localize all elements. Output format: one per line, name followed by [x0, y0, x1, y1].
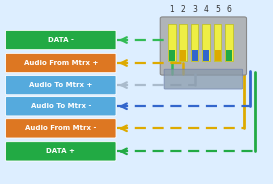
FancyBboxPatch shape [160, 17, 247, 75]
Text: DATA +: DATA + [46, 148, 75, 154]
Bar [168, 24, 176, 61]
Text: Audio From Mtrx +: Audio From Mtrx + [23, 60, 98, 66]
Bar [225, 24, 233, 61]
Text: 3: 3 [192, 5, 197, 14]
FancyBboxPatch shape [164, 69, 243, 89]
Bar [215, 50, 221, 61]
Bar [169, 50, 175, 61]
Bar [191, 24, 198, 61]
FancyBboxPatch shape [5, 30, 116, 50]
Text: 6: 6 [227, 5, 232, 14]
Text: Audio To Mtrx -: Audio To Mtrx - [31, 103, 91, 109]
Bar [192, 50, 198, 61]
Text: 5: 5 [215, 5, 220, 14]
Text: 2: 2 [181, 5, 186, 14]
FancyBboxPatch shape [5, 75, 116, 95]
Text: Audio From Mtrx -: Audio From Mtrx - [25, 125, 96, 131]
Bar [226, 50, 232, 61]
FancyBboxPatch shape [5, 142, 116, 161]
Text: 4: 4 [204, 5, 209, 14]
Bar [203, 50, 209, 61]
FancyBboxPatch shape [5, 119, 116, 138]
Text: 1: 1 [169, 5, 174, 14]
FancyBboxPatch shape [5, 97, 116, 116]
Bar [202, 24, 210, 61]
Bar [214, 24, 221, 61]
Bar [179, 24, 187, 61]
FancyBboxPatch shape [5, 53, 116, 73]
Text: DATA -: DATA - [48, 37, 74, 43]
Bar [180, 50, 186, 61]
Text: Audio To Mtrx +: Audio To Mtrx + [29, 82, 93, 88]
